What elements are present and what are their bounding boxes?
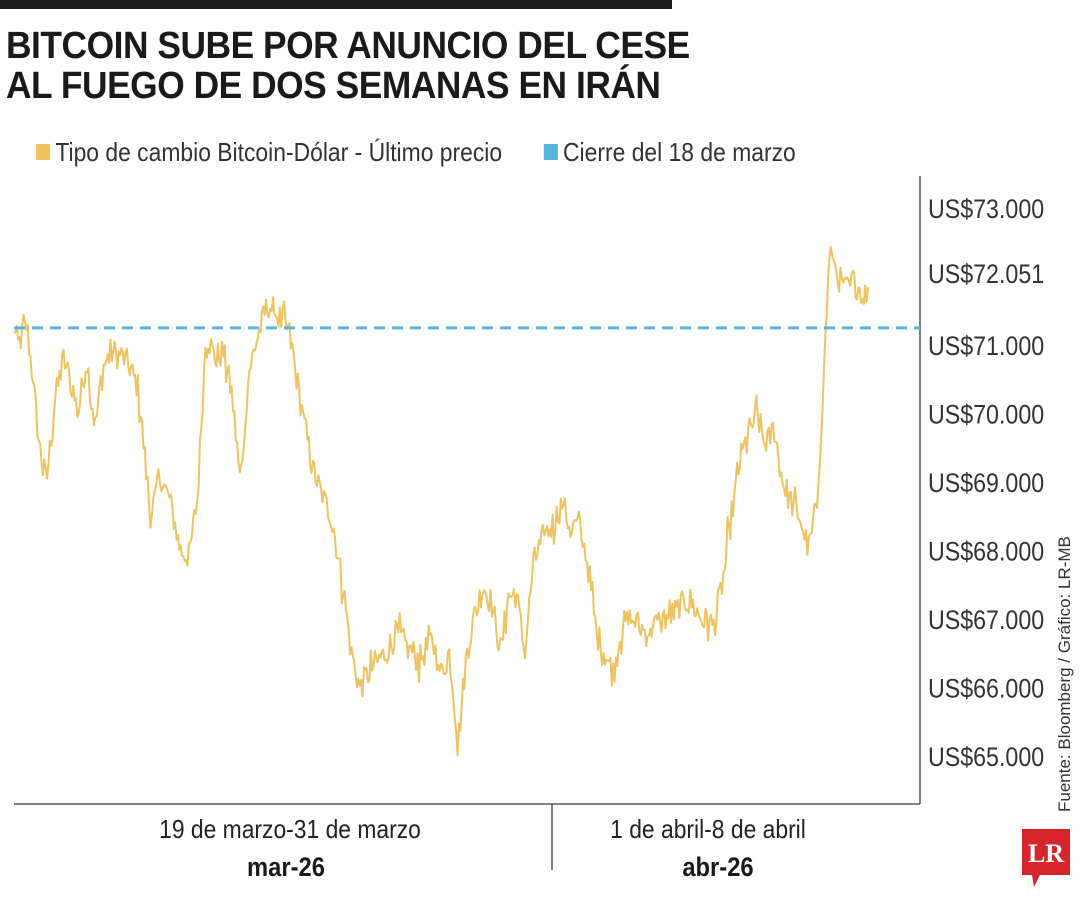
legend-label-price: Tipo de cambio Bitcoin-Dólar - Último pr… (55, 136, 503, 167)
legend-item-reference: Cierre del 18 de marzo (543, 136, 796, 168)
x-period-label-mar: mar-26 (247, 853, 325, 883)
legend-swatch-price (36, 144, 51, 160)
y-tick-label: US$67.000 (928, 605, 1044, 635)
title-line-1: BITCOIN SUBE POR ANUNCIO DEL CESE (6, 25, 690, 67)
y-tick-label: US$66.000 (928, 674, 1044, 704)
x-range-label-abr: 1 de abril-8 de abril (610, 816, 806, 845)
lr-logo-text: LR (1028, 839, 1064, 868)
title-line-2: AL FUEGO DE DOS SEMANAS EN IRÁN (6, 65, 661, 107)
chart-title: BITCOIN SUBE POR ANUNCIO DEL CESE AL FUE… (6, 26, 713, 106)
y-tick-label: US$72.051 (928, 259, 1044, 289)
legend-label-reference: Cierre del 18 de marzo (563, 136, 796, 167)
y-tick-labels: US$73.000 US$72.051 US$71.000 US$70.000 US$6… (928, 194, 1044, 772)
legend-swatch-reference (543, 144, 558, 160)
lr-logo-shape (1022, 829, 1070, 887)
y-tick-label: US$73.000 (928, 194, 1044, 224)
y-tick-label: US$69.000 (928, 468, 1044, 498)
y-tick-label: US$68.000 (928, 537, 1044, 567)
lr-logo: LR (1022, 829, 1070, 887)
y-tick-label: US$65.000 (928, 742, 1044, 772)
price-series-line (13, 245, 869, 757)
legend-item-price: Tipo de cambio Bitcoin-Dólar - Último pr… (36, 137, 502, 168)
x-group-labels: 19 de marzo-31 de marzo mar-26 1 de abri… (159, 816, 806, 883)
chart-axes (14, 176, 921, 870)
y-tick-label: US$71.000 (928, 331, 1044, 361)
x-range-label-mar: 19 de marzo-31 de marzo (159, 816, 421, 845)
legend: Tipo de cambio Bitcoin-Dólar - Último pr… (36, 136, 831, 168)
source-note: Fuente: Bloomberg / Gráfico: LR-MB (1055, 536, 1074, 812)
y-tick-label: US$70.000 (928, 400, 1044, 430)
x-period-label-abr: abr-26 (682, 853, 753, 883)
header-bar (0, 0, 672, 9)
